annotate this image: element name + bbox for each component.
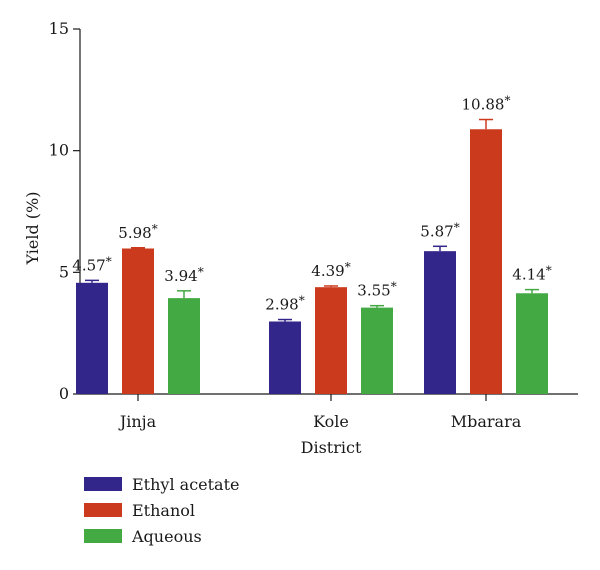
chart-bars	[76, 118, 548, 394]
bar-ethanol-mbarara	[470, 129, 502, 394]
chart-data-labels: 4.57* 5.98* 3.94* 2.98* 4.39* 3.55* 5.87* 10.88…	[72, 94, 551, 314]
bar-ethyl-acetate-mbarara	[424, 251, 456, 394]
y-tick-label: 10	[49, 141, 69, 160]
x-tick-label-kole: Kole	[313, 412, 349, 431]
data-label: 5.87*	[420, 220, 459, 240]
bar-aqueous-kole	[361, 307, 393, 394]
bar-ethyl-acetate-kole	[269, 321, 301, 394]
legend-label-ethyl-acetate: Ethyl acetate	[132, 475, 240, 494]
data-label: 4.14*	[512, 264, 551, 284]
x-tick-label-mbarara: Mbarara	[451, 412, 522, 431]
y-axis-title: Yield (%)	[23, 192, 42, 266]
bar-ethanol-jinja	[122, 248, 154, 394]
legend-swatch-ethanol	[84, 503, 122, 517]
data-label: 2.98*	[265, 294, 304, 314]
legend-swatch-ethyl-acetate	[84, 477, 122, 491]
bar-aqueous-mbarara	[516, 293, 548, 394]
y-tick-label: 15	[49, 19, 69, 38]
chart-axes: 0 5 10 15 Jinja Kole Mbarara	[49, 19, 578, 431]
data-label: 5.98*	[118, 222, 157, 242]
bar-ethyl-acetate-jinja	[76, 282, 108, 394]
data-label: 10.88*	[462, 94, 511, 114]
legend-label-ethanol: Ethanol	[132, 501, 195, 520]
data-label: 4.57*	[72, 254, 111, 274]
x-tick-label-jinja: Jinja	[118, 412, 157, 431]
bar-aqueous-jinja	[168, 298, 200, 394]
bar-ethanol-kole	[315, 287, 347, 394]
legend-swatch-aqueous	[84, 529, 122, 543]
chart-legend: Ethyl acetate Ethanol Aqueous	[84, 475, 240, 546]
x-axis-title: District	[301, 438, 362, 457]
y-tick-label: 5	[59, 262, 69, 281]
data-label: 3.55*	[357, 280, 396, 300]
data-label: 3.94*	[164, 265, 203, 285]
data-label: 4.39*	[311, 260, 350, 280]
legend-label-aqueous: Aqueous	[131, 527, 202, 546]
y-tick-label: 0	[59, 384, 69, 403]
